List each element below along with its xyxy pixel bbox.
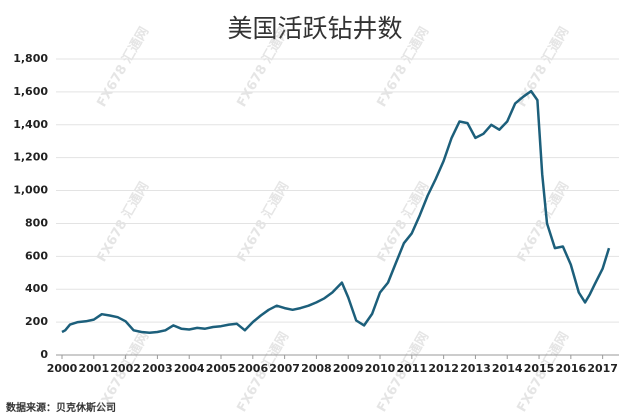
x-tick-label: 2000 — [47, 362, 78, 375]
x-tick-label: 2002 — [110, 362, 141, 375]
x-tick-label: 2013 — [460, 362, 491, 375]
x-tick-label: 2003 — [142, 362, 173, 375]
x-tick-label: 2007 — [269, 362, 300, 375]
source-note: 数据来源：贝克休斯公司 — [6, 401, 116, 414]
y-tick-label: 600 — [25, 249, 48, 262]
data-line — [61, 89, 611, 335]
y-tick-label: 200 — [25, 315, 48, 328]
x-tick-label: 2006 — [238, 362, 269, 375]
x-tick-label: 2009 — [333, 362, 364, 375]
x-tick-label: 2011 — [397, 362, 428, 375]
watermark: FX678 汇通网 — [94, 24, 153, 110]
y-tick-label: 1,200 — [13, 151, 48, 164]
y-tick-label: 1,800 — [13, 52, 48, 65]
x-tick-label: 2010 — [365, 362, 396, 375]
x-tick-label: 2001 — [78, 362, 109, 375]
x-tick-label: 2017 — [587, 362, 618, 375]
y-tick-label: 400 — [25, 282, 48, 295]
x-tick-label: 2016 — [556, 362, 587, 375]
y-tick-label: 1,000 — [13, 184, 48, 197]
watermark: FX678 汇通网 — [374, 179, 433, 265]
watermark: FX678 汇通网 — [234, 179, 293, 265]
y-tick-label: 1,400 — [13, 118, 48, 131]
y-tick-label: 800 — [25, 216, 48, 229]
watermark: FX678 汇通网 — [94, 179, 153, 265]
y-tick-label: 1,600 — [13, 85, 48, 98]
chart-title: 美国活跃钻井数 — [227, 14, 402, 43]
x-tick-label: 2008 — [301, 362, 332, 375]
x-tick-label: 2014 — [492, 362, 523, 375]
x-tick-label: 2015 — [524, 362, 555, 375]
y-tick-label: 0 — [40, 348, 48, 361]
x-tick-label: 2012 — [428, 362, 459, 375]
x-tick-label: 2005 — [206, 362, 237, 375]
x-tick-label: 2004 — [174, 362, 205, 375]
